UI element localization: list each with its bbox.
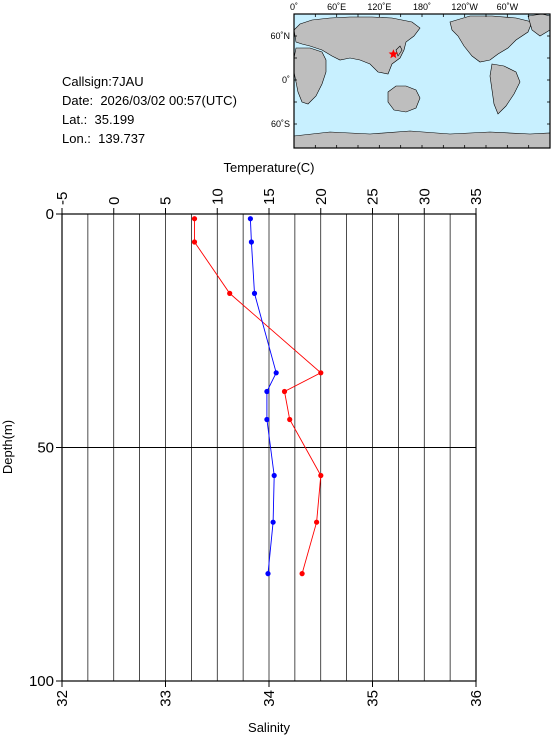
map-longitude-label: 120˚W bbox=[451, 2, 478, 12]
callsign-row: Callsign:7JAU bbox=[62, 72, 237, 91]
salinity-data-point bbox=[264, 388, 270, 395]
map-longitude-labels: 0˚ 60˚E 120˚E 180˚ 120˚W 60˚W bbox=[290, 2, 519, 12]
temperature-tick-label: 0 bbox=[106, 197, 123, 205]
salinity-data-point bbox=[265, 571, 271, 577]
salinity-data-point bbox=[247, 216, 253, 222]
map-longitude-label: 60˚E bbox=[327, 2, 346, 12]
temperature-data-point bbox=[287, 416, 293, 423]
date-label: Date: bbox=[62, 93, 94, 108]
depth-tick-label: 100 bbox=[29, 673, 54, 690]
salinity-tick-label: 35 bbox=[365, 690, 382, 707]
salinity-tick-label: 33 bbox=[158, 690, 175, 707]
map-latitude-label: 60˚N bbox=[270, 31, 290, 41]
temperature-tick-label: 35 bbox=[468, 188, 485, 205]
temperature-tick-label: 30 bbox=[416, 188, 433, 205]
salinity-axis-ticks: 32 33 34 35 36 bbox=[54, 681, 485, 707]
lat-row: Lat.: 35.199 bbox=[62, 110, 237, 129]
lat-label: Lat.: bbox=[62, 112, 88, 127]
map-longitude-label: 120˚E bbox=[367, 2, 391, 12]
temperature-data-point bbox=[314, 519, 320, 525]
depth-axis-ticks: 0 50 100 bbox=[29, 206, 62, 690]
depth-tick-label: 0 bbox=[46, 206, 54, 223]
temperature-profile-line bbox=[194, 218, 322, 574]
profile-series bbox=[191, 216, 324, 577]
lon-row: Lon.: 139.737 bbox=[62, 129, 237, 148]
land-north-america bbox=[449, 15, 533, 63]
land-australia bbox=[387, 85, 421, 113]
map-latitude-label: 60˚S bbox=[271, 119, 290, 129]
temperature-tick-label: 25 bbox=[365, 188, 382, 205]
map-ticks bbox=[293, 14, 551, 148]
temperature-data-point bbox=[281, 388, 288, 395]
salinity-tick-label: 36 bbox=[468, 690, 485, 707]
map-latitude-labels: 60˚N 0˚ 60˚S bbox=[270, 31, 290, 129]
map-longitude-label: 60˚W bbox=[497, 2, 519, 12]
land-eurasia bbox=[293, 16, 421, 75]
depth-axis-title: Depth(m) bbox=[0, 420, 15, 474]
temperature-tick-label: -5 bbox=[54, 192, 71, 205]
salinity-axis-title: Salinity bbox=[248, 720, 290, 735]
map-latitude-label: 0˚ bbox=[282, 75, 290, 85]
temperature-data-point bbox=[191, 216, 198, 222]
temperature-tick-label: 5 bbox=[158, 197, 175, 205]
temperature-data-point bbox=[299, 571, 305, 577]
date-row: Date: 2026/03/02 00:57(UTC) bbox=[62, 91, 237, 110]
callsign-value: 7JAU bbox=[111, 74, 144, 89]
temperature-axis-title: Temperature(C) bbox=[223, 160, 314, 175]
callsign-label: Callsign: bbox=[62, 74, 112, 89]
temperature-data-point bbox=[191, 239, 198, 245]
temperature-tick-label: 20 bbox=[313, 188, 330, 205]
lon-label: Lon.: bbox=[62, 131, 91, 146]
salinity-data-point bbox=[251, 290, 258, 296]
salinity-tick-label: 34 bbox=[261, 690, 278, 707]
salinity-data-point bbox=[248, 239, 254, 245]
salinity-data-point bbox=[273, 370, 279, 376]
temperature-data-point bbox=[318, 472, 324, 479]
map-longitude-label: 180˚ bbox=[413, 2, 431, 12]
map-longitude-label: 0˚ bbox=[290, 2, 298, 12]
salinity-tick-label: 32 bbox=[54, 690, 71, 707]
depth-tick-label: 50 bbox=[37, 440, 54, 457]
land-japan bbox=[395, 45, 403, 57]
temperature-data-point bbox=[318, 370, 324, 376]
world-map: 0˚ 60˚E 120˚E 180˚ 120˚W 60˚W 60˚N 0˚ 60˚S bbox=[270, 2, 551, 149]
station-marker bbox=[388, 49, 399, 59]
temperature-tick-label: 10 bbox=[209, 188, 226, 205]
lat-value: 35.199 bbox=[94, 112, 135, 127]
star-icon bbox=[388, 49, 399, 59]
temperature-tick-label: 15 bbox=[261, 188, 278, 205]
temperature-axis-ticks: -5 0 5 10 15 20 25 30 35 bbox=[54, 188, 485, 214]
salinity-data-point bbox=[271, 472, 277, 479]
salinity-data-point bbox=[264, 416, 270, 423]
station-info: Callsign:7JAU Date: 2026/03/02 00:57(UTC… bbox=[62, 72, 237, 148]
lon-value: 139.737 bbox=[98, 131, 146, 146]
date-value: 2026/03/02 00:57(UTC) bbox=[100, 93, 237, 108]
temperature-data-point bbox=[227, 290, 233, 296]
salinity-data-point bbox=[270, 519, 276, 525]
land-south-america bbox=[489, 63, 521, 115]
